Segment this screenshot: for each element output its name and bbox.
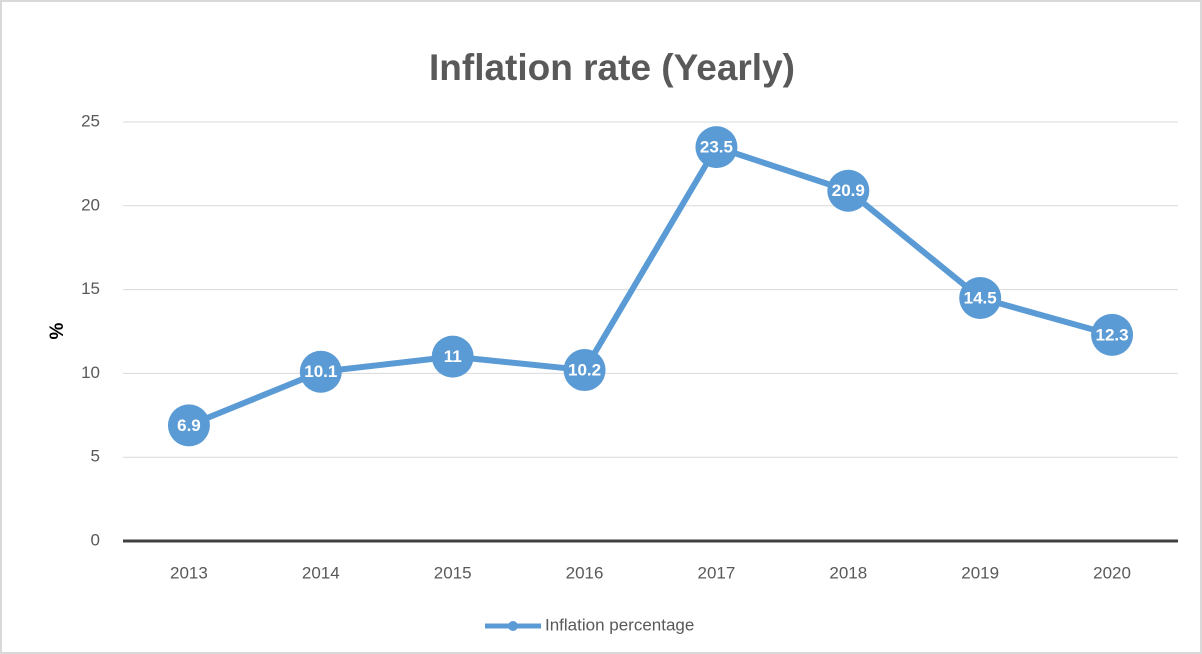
x-tick-label: 2017: [698, 563, 736, 582]
data-label: 10.1: [304, 362, 337, 381]
data-label: 23.5: [700, 138, 733, 157]
data-label: 10.2: [568, 361, 601, 380]
x-tick-label: 2015: [434, 563, 472, 582]
data-point: [431, 335, 474, 378]
data-point: [827, 169, 870, 212]
data-point: [563, 349, 606, 392]
data-point: [299, 350, 342, 393]
y-tick-label: 20: [81, 195, 100, 214]
x-tick-label: 2020: [1093, 563, 1131, 582]
chart-title: Inflation rate (Yearly): [429, 47, 795, 88]
y-tick-label: 0: [91, 530, 100, 549]
data-label: 14.5: [964, 288, 997, 307]
x-tick-label: 2014: [302, 563, 340, 582]
data-point: [695, 126, 738, 169]
data-point: [167, 404, 210, 447]
y-tick-label: 15: [81, 279, 100, 298]
series-line: [187, 144, 1113, 429]
data-point: [1091, 313, 1134, 356]
x-tick-label: 2018: [829, 563, 867, 582]
y-tick-label: 25: [81, 111, 100, 130]
y-axis-label: %: [47, 322, 68, 339]
x-tick-label: 2016: [566, 563, 604, 582]
data-label: 6.9: [177, 416, 201, 435]
y-tick-label: 10: [81, 363, 100, 382]
data-label: 11: [444, 347, 462, 366]
x-tick-label: 2019: [961, 563, 999, 582]
legend-marker: [508, 621, 518, 631]
data-label: 12.3: [1096, 325, 1129, 344]
y-tick-label: 5: [91, 447, 100, 466]
data-point: [959, 276, 1002, 319]
legend-label: Inflation percentage: [545, 615, 694, 634]
data-label: 20.9: [832, 181, 865, 200]
x-tick-label: 2013: [170, 563, 208, 582]
